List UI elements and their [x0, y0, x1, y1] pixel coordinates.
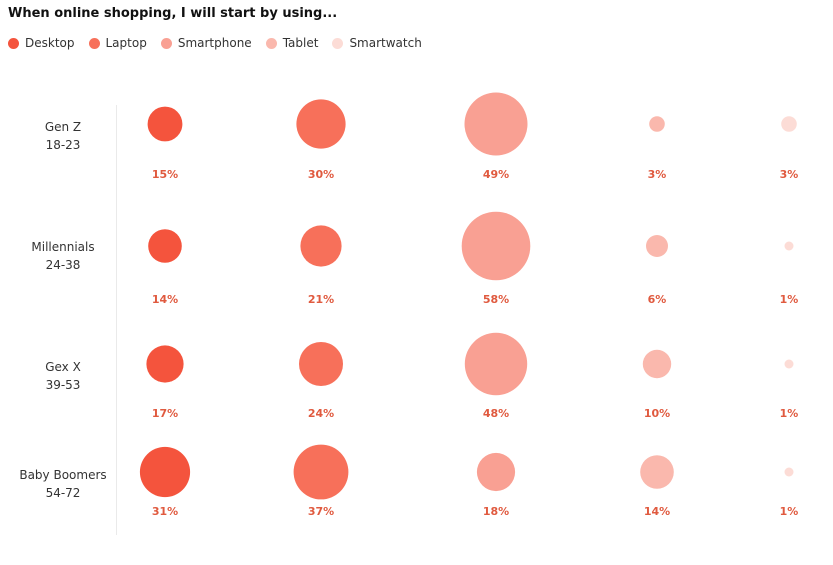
legend-label-smartwatch: Smartwatch — [349, 36, 422, 50]
divider-line — [116, 105, 117, 535]
legend: Desktop Laptop Smartphone Tablet Smartwa… — [8, 36, 436, 50]
generation-name: Millennials — [31, 240, 95, 254]
data-label-baby-boomers-smartwatch: 1% — [779, 505, 799, 518]
bubble-millennials-smartphone — [461, 211, 531, 281]
bubble-millennials-smartwatch — [784, 241, 794, 251]
data-label-gen-z-tablet: 3% — [647, 168, 667, 181]
bubble-gen-z-laptop — [296, 99, 346, 149]
bubble-baby-boomers-desktop — [139, 446, 191, 498]
bubble-baby-boomers-smartphone — [476, 452, 516, 492]
data-label-millennials-desktop: 14% — [151, 293, 179, 306]
legend-item-laptop: Laptop — [88, 36, 147, 50]
generation-age-range: 24-38 — [45, 258, 81, 272]
data-label-baby-boomers-smartphone: 18% — [482, 505, 510, 518]
legend-label-tablet: Tablet — [282, 36, 319, 50]
bubble-millennials-tablet — [646, 235, 668, 257]
data-label-baby-boomers-laptop: 37% — [307, 505, 335, 518]
row-label-gen-z: Gen Z 18-23 — [8, 118, 118, 154]
bubble-baby-boomers-smartwatch — [784, 467, 794, 477]
data-label-gen-z-laptop: 30% — [307, 168, 335, 181]
data-label-gen-z-desktop: 15% — [151, 168, 179, 181]
data-label-millennials-smartwatch: 1% — [779, 293, 799, 306]
chart-title: When online shopping, I will start by us… — [8, 6, 338, 21]
legend-item-smartwatch: Smartwatch — [332, 36, 422, 50]
data-label-gen-z-smartphone: 49% — [482, 168, 510, 181]
data-label-gex-x-smartwatch: 1% — [779, 407, 799, 420]
data-label-gex-x-smartphone: 48% — [482, 407, 510, 420]
bubble-gex-x-tablet — [642, 349, 672, 379]
bubble-baby-boomers-tablet — [640, 455, 674, 489]
legend-label-laptop: Laptop — [105, 36, 147, 50]
legend-swatch-smartphone — [160, 37, 172, 49]
bubble-gen-z-tablet — [649, 116, 665, 132]
legend-item-tablet: Tablet — [265, 36, 319, 50]
generation-age-range: 39-53 — [45, 378, 81, 392]
legend-swatch-tablet — [265, 37, 277, 49]
bubble-gex-x-desktop — [146, 345, 184, 383]
bubble-gen-z-smartwatch — [781, 116, 797, 132]
data-label-baby-boomers-tablet: 14% — [643, 505, 671, 518]
data-label-millennials-smartphone: 58% — [482, 293, 510, 306]
legend-swatch-laptop — [88, 37, 100, 49]
bubble-gex-x-laptop — [299, 342, 343, 386]
row-label-gex-x: Gex X 39-53 — [8, 358, 118, 394]
generation-name: Gex X — [45, 360, 81, 374]
bubble-gen-z-smartphone — [464, 92, 528, 156]
row-label-millennials: Millennials 24-38 — [8, 238, 118, 274]
bubble-baby-boomers-laptop — [293, 444, 349, 500]
data-label-gex-x-tablet: 10% — [643, 407, 671, 420]
legend-label-desktop: Desktop — [25, 36, 75, 50]
legend-swatch-smartwatch — [332, 37, 344, 49]
data-label-gen-z-smartwatch: 3% — [779, 168, 799, 181]
data-label-gex-x-laptop: 24% — [307, 407, 335, 420]
data-label-gex-x-desktop: 17% — [151, 407, 179, 420]
legend-swatch-desktop — [8, 37, 19, 49]
bubble-millennials-laptop — [300, 225, 342, 267]
data-label-millennials-laptop: 21% — [307, 293, 335, 306]
row-label-baby-boomers: Baby Boomers 54-72 — [8, 466, 118, 502]
bubble-gex-x-smartphone — [464, 332, 528, 396]
data-label-baby-boomers-desktop: 31% — [151, 505, 179, 518]
bubble-gex-x-smartwatch — [784, 359, 794, 369]
data-label-millennials-tablet: 6% — [647, 293, 667, 306]
legend-item-desktop: Desktop — [8, 36, 75, 50]
legend-label-smartphone: Smartphone — [177, 36, 252, 50]
generation-age-range: 18-23 — [45, 138, 81, 152]
legend-item-smartphone: Smartphone — [160, 36, 252, 50]
bubble-gen-z-desktop — [147, 106, 183, 142]
generation-name: Gen Z — [44, 120, 82, 134]
bubble-millennials-desktop — [148, 229, 182, 263]
generation-name: Baby Boomers — [19, 468, 107, 482]
generation-age-range: 54-72 — [45, 486, 81, 500]
